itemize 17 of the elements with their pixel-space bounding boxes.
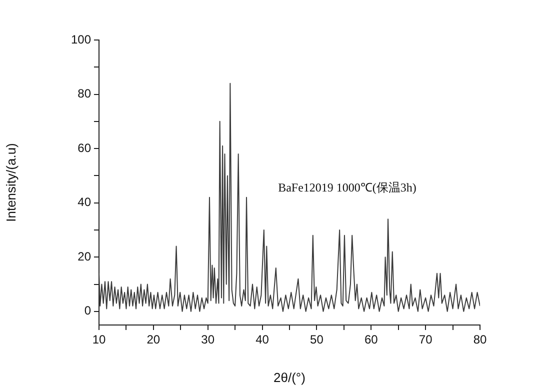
y-tick-label: 0 xyxy=(84,304,92,318)
y-tick-label: 20 xyxy=(78,249,92,264)
x-tick-label: 10 xyxy=(92,332,106,347)
annotation: BaFe12019 1000℃(保温3h) xyxy=(278,180,416,194)
x-tick-label: 40 xyxy=(256,332,270,347)
x-tick-label: 80 xyxy=(473,332,487,347)
y-tick-label: 100 xyxy=(70,32,92,46)
x-tick-label: 20 xyxy=(146,332,160,347)
x-axis-title: 2θ/(°) xyxy=(274,370,306,385)
x-tick-label: 60 xyxy=(364,332,378,347)
y-tick-label: 80 xyxy=(78,86,92,101)
x-tick-label: 30 xyxy=(201,332,215,347)
x-tick-label: 50 xyxy=(310,332,324,347)
y-tick-label: 60 xyxy=(78,140,92,155)
y-tick-label: 40 xyxy=(78,195,92,210)
x-tick-label: 70 xyxy=(418,332,433,347)
y-axis-title: Intensity/(a.u) xyxy=(3,143,18,222)
